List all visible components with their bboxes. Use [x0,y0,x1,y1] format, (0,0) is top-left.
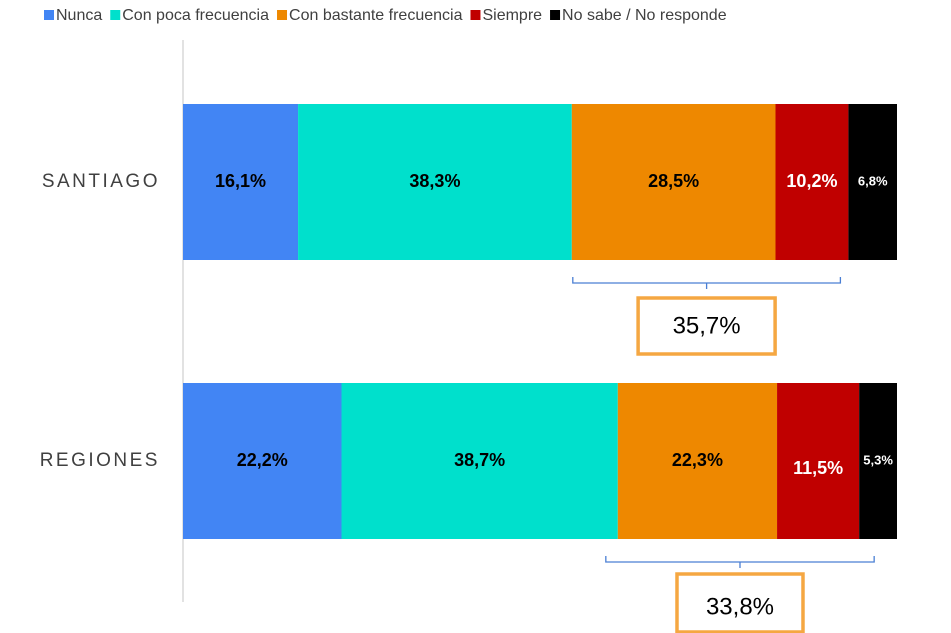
legend-marker [470,10,481,20]
bar-segment [848,104,897,260]
bar-segment [183,104,299,260]
value-label: 16,1% [215,171,266,191]
bracket [605,556,875,568]
bar-segment [341,383,618,539]
bar-segment [298,104,572,260]
legend-marker [110,10,121,20]
category-label: SANTIAGO [42,171,160,192]
bar-segment [777,383,860,539]
annotation: 33,8% [706,593,774,620]
legend-label: Con bastante frecuencia [289,7,463,24]
legend-marker [44,10,54,20]
bar-segment [617,383,778,539]
legend-marker [277,10,288,20]
value-label: 22,3% [672,450,723,470]
value-label: 28,5% [648,171,699,191]
value-label: 5,3% [863,452,893,467]
bar-segment [183,383,342,539]
value-label: 38,7% [454,450,505,470]
bar-segment [775,104,849,260]
bar-segment [859,383,897,539]
legend-label: Nunca [56,7,102,24]
annotation-box [675,572,805,633]
annotation: 35,7% [673,312,741,339]
bar-segment [571,104,776,260]
value-label: 22,2% [237,450,288,470]
value-label: 38,3% [409,171,460,191]
value-label: 10,2% [786,171,837,191]
value-label: 11,5% [793,458,843,478]
legend-label: Con poca frecuencia [122,7,269,24]
legend-label: No sabe / No responde [562,7,727,24]
annotation-box [636,296,777,356]
legend-label: Siempre [482,7,542,24]
bracket [572,277,842,289]
value-label: 6,8% [858,173,888,188]
category-label: REGIONES [40,450,160,471]
legend-marker [550,10,561,20]
